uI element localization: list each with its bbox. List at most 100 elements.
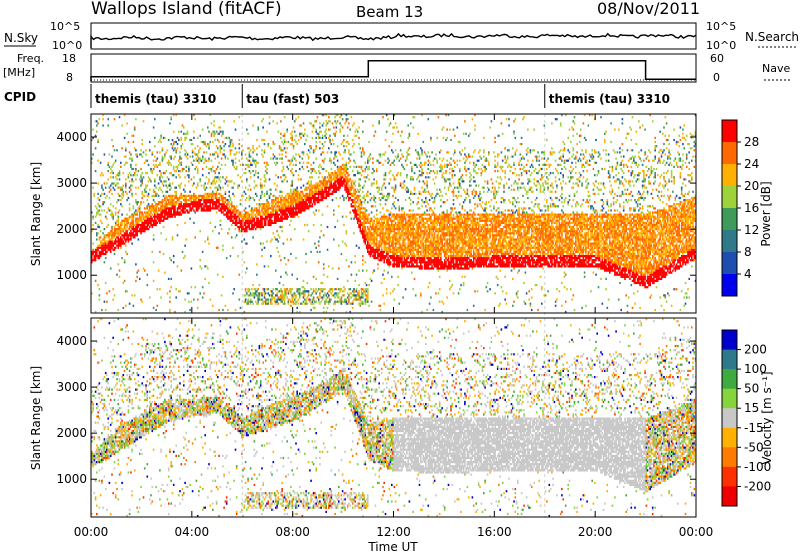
scatter-cell: [318, 240, 320, 242]
scatter-cell: [378, 220, 380, 222]
scatter-cell: [114, 226, 116, 228]
scatter-cell: [338, 151, 340, 153]
scatter-cell: [126, 253, 128, 255]
scatter-cell: [184, 176, 186, 178]
scatter-cell: [318, 176, 320, 178]
scatter-cell: [298, 178, 300, 180]
scatter-cell: [181, 164, 183, 166]
scatter-cell: [284, 116, 286, 118]
scatter-cell: [138, 238, 140, 240]
scatter-cell: [241, 153, 243, 155]
scatter-cell: [290, 189, 292, 191]
scatter-cell: [206, 187, 208, 189]
scatter-cell: [266, 199, 268, 201]
scatter-cell: [346, 216, 348, 218]
scatter-cell: [100, 214, 102, 216]
scatter-cell: [354, 180, 356, 182]
scatter-cell: [371, 185, 373, 187]
scatter-cell: [389, 145, 391, 147]
scatter-cell: [274, 205, 276, 207]
scatter-cell: [153, 238, 155, 240]
scatter-cell: [194, 236, 196, 238]
scatter-cell: [133, 305, 135, 307]
scatter-cell: [172, 216, 174, 218]
scatter-cell: [375, 201, 377, 203]
scatter-cell: [286, 288, 288, 290]
scatter-cell: [237, 187, 239, 189]
scatter-cell: [270, 193, 272, 195]
scatter-cell: [315, 288, 317, 290]
scatter-cell: [365, 162, 367, 164]
scatter-cell: [299, 162, 301, 164]
station-title: Wallops Island (fitACF): [91, 0, 282, 19]
scatter-cell: [120, 166, 122, 168]
scatter-cell: [249, 160, 251, 162]
scatter-cell: [356, 191, 358, 193]
scatter-cell: [150, 211, 152, 213]
scatter-cell: [368, 156, 370, 158]
scatter-cell: [262, 156, 264, 158]
scatter-cell: [367, 226, 369, 228]
scatter-cell: [154, 201, 156, 203]
scatter-cell: [217, 139, 219, 141]
scatter-cell: [300, 137, 302, 139]
scatter-cell: [342, 176, 344, 178]
scatter-cell: [382, 164, 384, 166]
scatter-cell: [347, 303, 349, 305]
scatter-cell: [260, 211, 262, 213]
scatter-cell: [414, 278, 416, 280]
scatter-cell: [373, 216, 375, 218]
scatter-cell: [285, 176, 287, 178]
scatter-cell: [255, 288, 257, 290]
scatter-cell: [343, 197, 345, 199]
scatter-cell: [404, 180, 406, 182]
scatter-cell: [348, 143, 350, 145]
scatter-cell: [164, 216, 166, 218]
scatter-cell: [394, 226, 396, 228]
scatter-cell: [249, 199, 251, 201]
cpid-segment-label: tau (fast) 503: [246, 92, 339, 106]
scatter-cell: [310, 201, 312, 203]
scatter-cell: [285, 195, 287, 197]
scatter-cell: [230, 143, 232, 145]
scatter-cell: [162, 156, 164, 158]
scatter-cell: [228, 228, 230, 230]
scatter-cell: [312, 205, 314, 207]
scatter-cell: [101, 209, 103, 211]
scatter-cell: [357, 170, 359, 172]
scatter-cell: [242, 220, 244, 222]
scatter-cell: [203, 207, 205, 209]
scatter-cell: [400, 158, 402, 160]
scatter-cell: [362, 187, 364, 189]
scatter-cell: [119, 178, 121, 180]
scatter-cell: [252, 145, 254, 147]
scatter-cell: [339, 290, 341, 292]
scatter-cell: [389, 259, 391, 261]
scatter-cell: [264, 151, 266, 153]
scatter-cell: [331, 143, 333, 145]
scatter-cell: [303, 162, 305, 164]
scatter-cell: [126, 224, 128, 226]
scatter-cell: [250, 176, 252, 178]
scatter-cell: [141, 182, 143, 184]
freq-strip-frame: [91, 54, 696, 82]
scatter-cell: [404, 214, 406, 216]
scatter-cell: [291, 185, 293, 187]
scatter-cell: [118, 224, 120, 226]
scatter-cell: [396, 158, 398, 160]
scatter-cell: [322, 290, 324, 292]
scatter-cell: [376, 182, 378, 184]
scatter-cell: [140, 232, 142, 234]
scatter-cell: [401, 234, 403, 236]
scatter-cell: [281, 301, 283, 303]
scatter-cell: [188, 176, 190, 178]
scatter-cell: [123, 307, 125, 309]
scatter-cell: [339, 197, 341, 199]
scatter-cell: [210, 205, 212, 207]
scatter-cell: [257, 129, 259, 131]
scatter-cell: [386, 255, 388, 257]
scatter-cell: [397, 199, 399, 201]
scatter-cell: [401, 209, 403, 211]
scatter-cell: [354, 199, 356, 201]
scatter-cell: [305, 301, 307, 303]
